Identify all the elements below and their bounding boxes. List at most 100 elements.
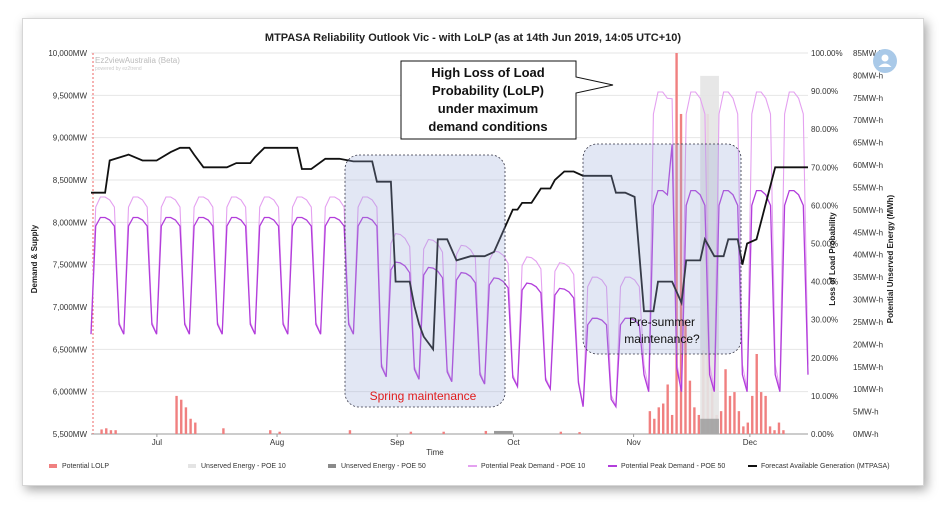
y-left-tick-label: 10,000MW [48, 49, 87, 58]
y-right1-tick-label: 10.00% [811, 392, 838, 401]
lolp-bar [194, 422, 197, 434]
y-right1-tick-label: 80.00% [811, 125, 838, 134]
legend-label: Forecast Available Generation (MTPASA) [761, 463, 890, 470]
unserved-energy-poe50-area [700, 418, 719, 434]
lolp-bar [724, 369, 727, 434]
legend-label: Potential Peak Demand - POE 10 [481, 463, 585, 470]
lolp-bar [100, 429, 103, 434]
lolp-bars [100, 53, 785, 435]
lolp-bar [657, 407, 660, 434]
lolp-bar [175, 395, 178, 434]
y-right1-tick-label: 100.00% [811, 49, 843, 58]
legend-label: Unserved Energy - POE 10 [201, 463, 286, 470]
y-right2-tick-label: 85MW-h [853, 49, 883, 58]
legend-label: Unserved Energy - POE 50 [341, 463, 426, 470]
y-axis-left-label: Demand & Supply [30, 224, 39, 293]
y-right2-tick-label: 50MW-h [853, 206, 883, 215]
y-right2-tick-label: 60MW-h [853, 161, 883, 170]
lolp-bar [189, 418, 192, 434]
lolp-bar [764, 395, 767, 434]
lolp-bar [777, 422, 781, 434]
y-left-tick-label: 8,000MW [53, 218, 88, 227]
lolp-bar [782, 430, 785, 434]
lolp-bar [484, 430, 488, 434]
x-tick-label: Oct [507, 438, 520, 447]
callout-line2: Probability (LoLP) [432, 83, 544, 98]
y-right1-tick-label: 0.00% [811, 430, 834, 439]
lolp-bar [759, 392, 763, 434]
lolp-bar [737, 411, 741, 434]
y-right1-tick-label: 50.00% [811, 240, 838, 249]
pre-summer-line2: maintenance? [624, 332, 700, 346]
lolp-bar [114, 430, 117, 434]
y-left-tick-label: 5,500MW [53, 430, 88, 439]
y-left-tick-label: 9,000MW [53, 134, 88, 143]
lolp-bar [746, 422, 750, 434]
lolp-bar [662, 403, 665, 434]
peak-demand-poe10-line [90, 91, 809, 407]
y-right2-tick-label: 0MW-h [853, 430, 879, 439]
chart-svg: 5,500MW 6,000MW 6,500MW 7,000MW 7,500MW 8,000… [30, 32, 895, 470]
lolp-bar [728, 395, 732, 434]
lolp-bar [666, 384, 669, 434]
x-tick-label: Jul [152, 438, 162, 447]
y-right1-tick-label: 20.00% [811, 354, 838, 363]
x-axis-label: Time [426, 448, 444, 457]
chart-title: MTPASA Reliability Outlook Vic - with Lo… [265, 32, 682, 44]
pre-summer-line1: Pre-summer [629, 315, 695, 329]
lolp-bar [559, 431, 563, 434]
y-left-tick-label: 7,000MW [53, 303, 88, 312]
lolp-bar [184, 407, 188, 434]
x-tick-label: Aug [270, 438, 284, 447]
legend-label: Potential LOLP [62, 463, 109, 470]
lolp-callout: High Loss of Load Probability (LoLP) und… [400, 60, 614, 140]
pre-summer-box [582, 143, 742, 355]
y-right1-tick-label: 40.00% [811, 278, 838, 287]
y-right2-tick-label: 5MW-h [853, 408, 879, 417]
lolp-bar [768, 426, 772, 434]
user-glyph [878, 54, 892, 67]
lolp-bar [222, 428, 225, 434]
lolp-bar [688, 380, 692, 434]
series-lines [90, 91, 809, 409]
lolp-bar [679, 113, 683, 435]
y-right2-tick-label: 75MW-h [853, 94, 883, 103]
callout-line3: under maximum [438, 101, 538, 116]
lolp-bar [105, 428, 108, 434]
y-right1-tick-label: 90.00% [811, 87, 838, 96]
y-right2-tick-label: 15MW-h [853, 363, 883, 372]
unserved-energy-poe10-area [700, 75, 719, 435]
y-right2-tick-label: 70MW-h [853, 116, 883, 125]
chart-frame: 5,500MW 6,000MW 6,500MW 7,000MW 7,500MW 8,000… [22, 18, 924, 486]
lolp-bar [693, 407, 696, 434]
legend-swatch [49, 464, 57, 468]
lolp-bar [109, 430, 113, 434]
y-axis-right2-label: Potential Unserved Energy (MWh) [886, 194, 895, 323]
y-right2-tick-label: 40MW-h [853, 251, 883, 260]
x-tick-label: Dec [743, 438, 757, 447]
legend-swatch [188, 464, 196, 468]
lolp-bar [269, 430, 272, 434]
x-tick-label: Sep [390, 438, 405, 447]
lolp-bar [348, 430, 352, 434]
spring-maintenance-label: Spring maintenance [370, 389, 477, 403]
lolp-bar [684, 319, 687, 434]
lolp-bar [442, 431, 445, 434]
legend-label: Potential Peak Demand - POE 50 [621, 463, 725, 470]
y-left-tick-label: 6,000MW [53, 388, 88, 397]
user-icon[interactable] [873, 49, 897, 73]
lolp-bar [733, 392, 736, 434]
lolp-bar [773, 430, 776, 434]
unserved-energy-poe50-area [494, 430, 513, 434]
y-left-tick-label: 7,500MW [53, 261, 88, 270]
watermark-powered: powered by ez2trend [95, 66, 142, 72]
y-right2-tick-label: 20MW-h [853, 340, 883, 349]
lolp-bar [578, 432, 581, 434]
x-tick-label: Nov [626, 438, 640, 447]
callout-line1: High Loss of Load [431, 65, 544, 80]
axis-ticks: 5,500MW 6,000MW 6,500MW 7,000MW 7,500MW 8,000… [48, 49, 883, 447]
y-right2-tick-label: 80MW-h [853, 71, 883, 80]
y-right1-tick-label: 30.00% [811, 316, 838, 325]
y-right2-tick-label: 30MW-h [853, 296, 883, 305]
y-right2-tick-label: 35MW-h [853, 273, 883, 282]
